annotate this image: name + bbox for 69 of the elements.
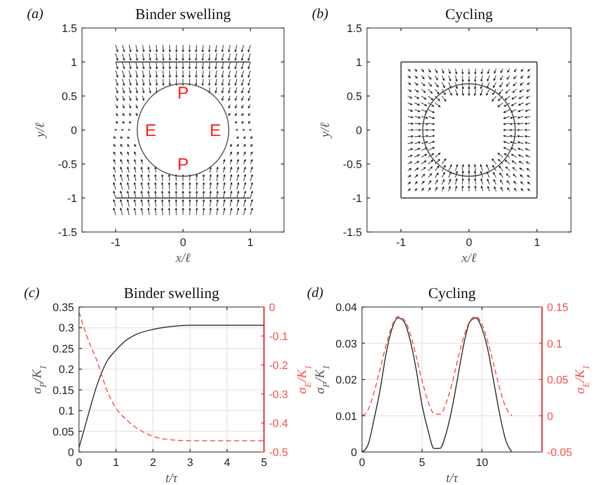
x-tick-label: -1	[396, 237, 406, 249]
y-tick-label: 0	[68, 447, 74, 459]
y-tick-label: 0	[350, 447, 357, 459]
x-tick-label: 2	[150, 457, 156, 469]
y2-tick-label: -0.5	[269, 447, 288, 459]
y2-tick-label: -0.1	[269, 331, 288, 343]
x-tick-label: 3	[186, 457, 194, 469]
annotation: E	[145, 121, 156, 140]
y-tick-label: -1	[67, 193, 77, 205]
y2-tick-label: 0	[547, 410, 554, 423]
x-tick-label: 0	[180, 237, 186, 249]
x-tick-label: -1	[110, 237, 121, 249]
y-tick-label: -0.5	[343, 159, 362, 171]
text: (d)	[307, 286, 324, 301]
chart-title: Cycling	[445, 7, 494, 23]
y-tick-label: -1.5	[58, 227, 77, 239]
x-axis-title: x/ℓ	[460, 250, 477, 265]
chart-title: Binder swelling	[124, 286, 220, 302]
x-tick-label: 1	[112, 457, 120, 469]
y-tick-label: 0.03	[336, 338, 357, 350]
y-tick-label: 0.05	[52, 426, 74, 438]
x-tick-label: 5	[418, 457, 426, 469]
y-tick-label: 1.5	[62, 23, 77, 35]
x-axis-title: t/τ	[166, 470, 179, 485]
y-tick-label: 1	[70, 57, 77, 69]
y-tick-label: 1	[356, 57, 362, 69]
y-tick-label: 0.15	[52, 384, 74, 397]
y-axis-title: y/ℓ	[32, 122, 47, 140]
y-tick-label: 0.2	[58, 364, 74, 376]
y2-tick-label: 0.15	[547, 302, 568, 314]
y2-tick-label: -0.3	[269, 389, 288, 401]
y-tick-label: 0.02	[336, 374, 357, 386]
y2-tick-label: -0.2	[269, 360, 288, 372]
text: (c)	[24, 286, 40, 301]
x-tick-label: 10	[476, 457, 488, 469]
text: (b)	[312, 7, 329, 22]
x-tick-label: 1	[247, 237, 254, 249]
x-axis-title: t/τ	[446, 470, 460, 485]
y-tick-label: 0	[356, 125, 362, 137]
y2-tick-label: -0.05	[547, 447, 572, 459]
y-tick-label: 0.5	[346, 91, 362, 103]
y-tick-label: 0.25	[52, 343, 74, 356]
y-tick-label: 0	[70, 125, 77, 137]
y2-tick-label: 0.05	[547, 374, 568, 386]
annotation: P	[177, 155, 189, 174]
x-axis-title: x/ℓ	[174, 250, 191, 265]
y-tick-label: 0.1	[58, 406, 74, 418]
y-tick-label: -0.5	[58, 159, 77, 171]
y-tick-label: 0.35	[52, 302, 74, 314]
chart-title: Cycling	[428, 286, 476, 302]
annotation: P	[177, 84, 189, 103]
x-tick-label: 0	[466, 237, 472, 249]
y2-tick-label: 0.1	[547, 338, 562, 350]
y2-tick-label: -0.4	[269, 418, 288, 430]
y-tick-label: 0.3	[58, 322, 74, 335]
y-tick-label: 0.01	[336, 410, 357, 423]
y2-tick-label: 0	[269, 302, 276, 314]
y-tick-label: 1.5	[346, 23, 362, 35]
chart-title: Binder swelling	[135, 7, 232, 23]
y-axis-title: y/ℓ	[317, 122, 332, 140]
x-tick-label: 5	[260, 457, 268, 469]
y-tick-label: 0.5	[62, 91, 77, 103]
y-tick-label: 0.04	[336, 302, 357, 314]
text: (a)	[27, 7, 44, 22]
x-tick-label: 1	[534, 237, 540, 249]
y-tick-label: -1.5	[343, 227, 362, 239]
annotation: E	[210, 121, 221, 140]
x-tick-label: 4	[224, 457, 230, 469]
y-tick-label: -1	[352, 193, 362, 205]
